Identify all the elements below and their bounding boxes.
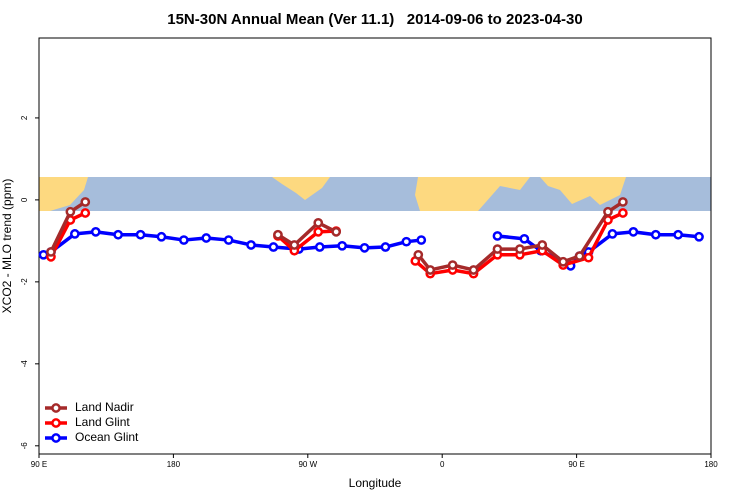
data-point [179,235,189,245]
x-axis-label: Longitude [349,476,402,490]
y-tick-label: -6 [20,442,29,450]
legend-marker [51,433,61,443]
y-tick-label: 2 [20,115,29,120]
data-point [492,231,503,241]
map-band [39,177,711,211]
data-point [618,208,628,218]
legend-label: Land Nadir [75,400,134,414]
data-point [113,229,123,240]
y-axis-label: XCO2 - MLO trend (ppm) [0,179,14,314]
x-tick-label: 0 [440,460,445,469]
data-point [135,229,146,240]
land [415,177,530,211]
data-point [314,242,325,252]
legend-label: Ocean Glint [75,430,139,444]
data-point [416,235,427,245]
data-point [69,229,80,239]
data-point [90,227,101,237]
data-point [201,233,212,243]
data-point [468,265,479,275]
data-point [447,260,458,270]
data-point [515,244,525,254]
x-tick-label: 180 [167,460,181,469]
x-tick-label: 180 [704,460,718,469]
x-tick-label: 90 W [298,460,317,469]
data-point [80,208,91,218]
data-point [313,227,324,237]
chart-title: 15N-30N Annual Mean (Ver 11.1) 2014-09-0… [167,11,582,28]
data-point [413,249,424,260]
data-point [425,265,436,275]
data-point [273,229,283,240]
data-point [694,231,704,242]
y-tick-label: 0 [20,197,29,202]
data-point [583,252,594,263]
legend-marker [51,418,61,428]
data-point [331,227,342,237]
x-tick-label: 90 E [31,460,47,469]
legend-marker [51,403,61,413]
data-point [46,247,56,257]
data-point [38,249,49,260]
y-tick-label: -4 [20,360,29,368]
series-line [49,211,624,276]
data-point [223,235,234,245]
data-point [289,240,300,250]
data-point [519,233,530,244]
data-point [558,256,569,267]
land [39,177,88,211]
data-point [618,197,628,207]
data-point [574,251,585,261]
data-point [80,197,91,207]
land [272,177,330,200]
land [540,177,626,205]
data-point [492,244,503,254]
data-point [401,236,412,247]
data-point [246,240,256,250]
data-point [337,240,347,251]
data-point [650,229,661,240]
legend-label: Land Glint [75,415,130,429]
data-point [607,229,618,239]
data-point [268,242,279,252]
data-point [156,231,167,242]
data-point [359,242,370,253]
data-point [673,229,683,240]
plot-frame [38,37,712,455]
data-point [313,217,324,228]
data-point [537,240,548,250]
x-tick-label: 90 E [568,460,584,469]
data-point [65,206,76,217]
data-point [628,227,639,237]
y-tick-label: -2 [20,278,29,286]
data-point [603,206,613,217]
data-point [380,242,391,252]
